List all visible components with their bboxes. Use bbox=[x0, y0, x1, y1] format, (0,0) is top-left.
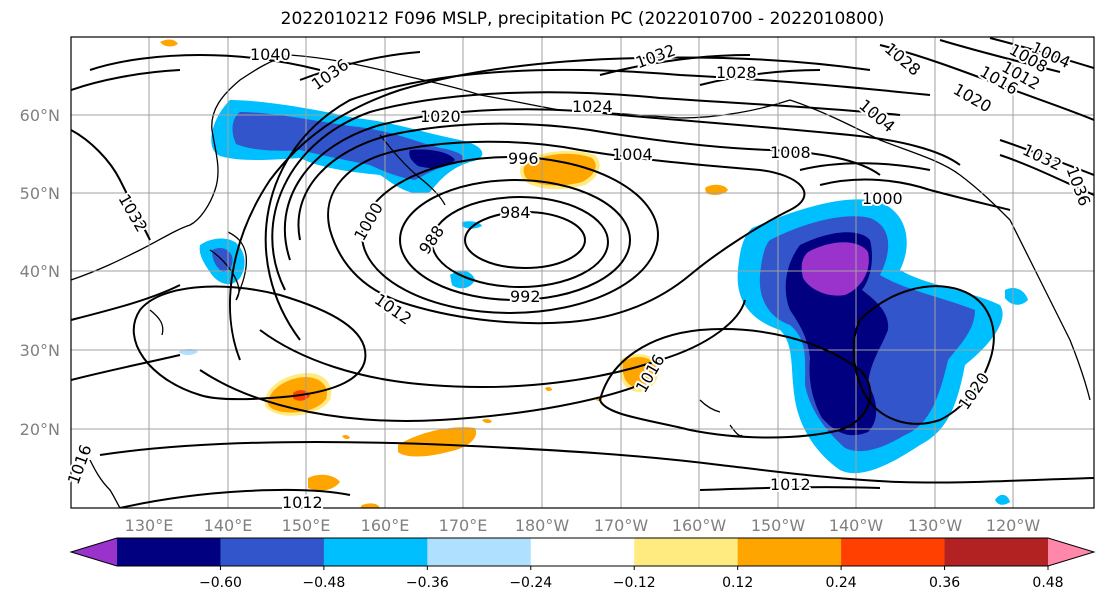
lat-label: 20°N bbox=[20, 420, 60, 439]
longitude-labels: 130°E 140°E 150°E 160°E 170°E 180°W 170°… bbox=[125, 516, 1041, 535]
colorbar-segment bbox=[737, 538, 842, 566]
colorbar-tick-label: −0.24 bbox=[509, 575, 552, 591]
precip-positive bbox=[160, 39, 728, 508]
lat-label: 60°N bbox=[20, 106, 60, 125]
contour-label: 1036 bbox=[1063, 164, 1095, 209]
contour-label: 1036 bbox=[308, 55, 352, 94]
lon-label: 160°W bbox=[672, 516, 727, 535]
lon-label: 160°E bbox=[361, 516, 410, 535]
lon-label: 170°E bbox=[439, 516, 488, 535]
contour-label: 1012 bbox=[770, 475, 811, 494]
contour-label: 992 bbox=[510, 287, 541, 306]
lon-label: 150°E bbox=[282, 516, 331, 535]
lon-label: 150°W bbox=[751, 516, 806, 535]
contour-label: 1028 bbox=[881, 39, 924, 80]
colorbar-segment bbox=[71, 538, 117, 566]
contour-label: 1032 bbox=[1020, 140, 1065, 174]
contour-label: 1000 bbox=[862, 189, 903, 208]
colorbar-segment bbox=[841, 538, 946, 566]
contour-label: 1020 bbox=[420, 107, 461, 126]
colorbar-tick-label: 0.12 bbox=[722, 575, 753, 591]
lon-label: 130°E bbox=[125, 516, 174, 535]
colorbar-tick-label: 0.24 bbox=[826, 575, 857, 591]
contour-label: 1028 bbox=[716, 63, 757, 82]
colorbar-outline bbox=[69, 537, 1096, 567]
contour-label: 1004 bbox=[612, 145, 653, 164]
contour-label: 1004 bbox=[855, 95, 898, 136]
colorbar-segment bbox=[427, 538, 532, 566]
colorbar-segments bbox=[71, 538, 1094, 566]
contour-label: 1024 bbox=[572, 97, 613, 116]
lon-label: 130°W bbox=[908, 516, 963, 535]
contour-label: 1012 bbox=[371, 290, 415, 329]
contour-label: 1032 bbox=[114, 191, 151, 236]
colorbar-tick-label: −0.60 bbox=[199, 575, 242, 591]
colorbar-tick-label: −0.36 bbox=[406, 575, 449, 591]
precipitation-shading bbox=[160, 39, 1028, 508]
lat-label: 40°N bbox=[20, 262, 60, 281]
colorbar-tick-label: −0.12 bbox=[613, 575, 656, 591]
colorbar-tick-label: −0.48 bbox=[302, 575, 345, 591]
lat-label: 30°N bbox=[20, 341, 60, 360]
colorbar-segment bbox=[323, 538, 428, 566]
colorbar-segment bbox=[530, 538, 635, 566]
lon-label: 120°W bbox=[986, 516, 1041, 535]
contour-label: 1032 bbox=[633, 40, 678, 72]
colorbar-tick-label: 0.36 bbox=[929, 575, 960, 591]
contour-label: 1040 bbox=[250, 45, 291, 64]
plot-frame bbox=[70, 36, 1095, 509]
colorbar-segment bbox=[117, 538, 221, 566]
lat-label: 50°N bbox=[20, 184, 60, 203]
map-title: 2022010212 F096 MSLP, precipitation PC (… bbox=[280, 9, 885, 29]
contour-label: 1016 bbox=[64, 442, 96, 487]
colorbar-ticks: −0.60 −0.48 −0.36 −0.24 −0.12 0.12 0.24 0.36 0.4… bbox=[199, 566, 1064, 591]
colorbar-segment bbox=[1048, 538, 1094, 566]
precip-negative-east-pacific bbox=[737, 199, 1003, 474]
mslp-contours bbox=[71, 37, 1094, 508]
colorbar: −0.60 −0.48 −0.36 −0.24 −0.12 0.12 0.24 0.36 0.4… bbox=[69, 537, 1096, 591]
lon-label: 140°E bbox=[204, 516, 253, 535]
lon-label: 140°W bbox=[829, 516, 884, 535]
contour-label: 1000 bbox=[350, 199, 387, 244]
colorbar-tick-label: 0.48 bbox=[1032, 575, 1063, 591]
precip-negative-okhotsk bbox=[211, 100, 483, 194]
contour-label: 996 bbox=[508, 149, 539, 168]
colorbar-segment bbox=[220, 538, 325, 566]
contour-label: 984 bbox=[500, 203, 531, 222]
contour-label: 1008 bbox=[770, 143, 811, 162]
lon-label: 180°W bbox=[515, 516, 570, 535]
colorbar-segment bbox=[944, 538, 1049, 566]
colorbar-segment bbox=[634, 538, 739, 566]
contour-label: 1012 bbox=[282, 493, 323, 512]
contour-label: 988 bbox=[415, 222, 448, 258]
latitude-labels: 60°N 50°N 40°N 30°N 20°N bbox=[20, 106, 60, 439]
lon-label: 170°W bbox=[594, 516, 649, 535]
